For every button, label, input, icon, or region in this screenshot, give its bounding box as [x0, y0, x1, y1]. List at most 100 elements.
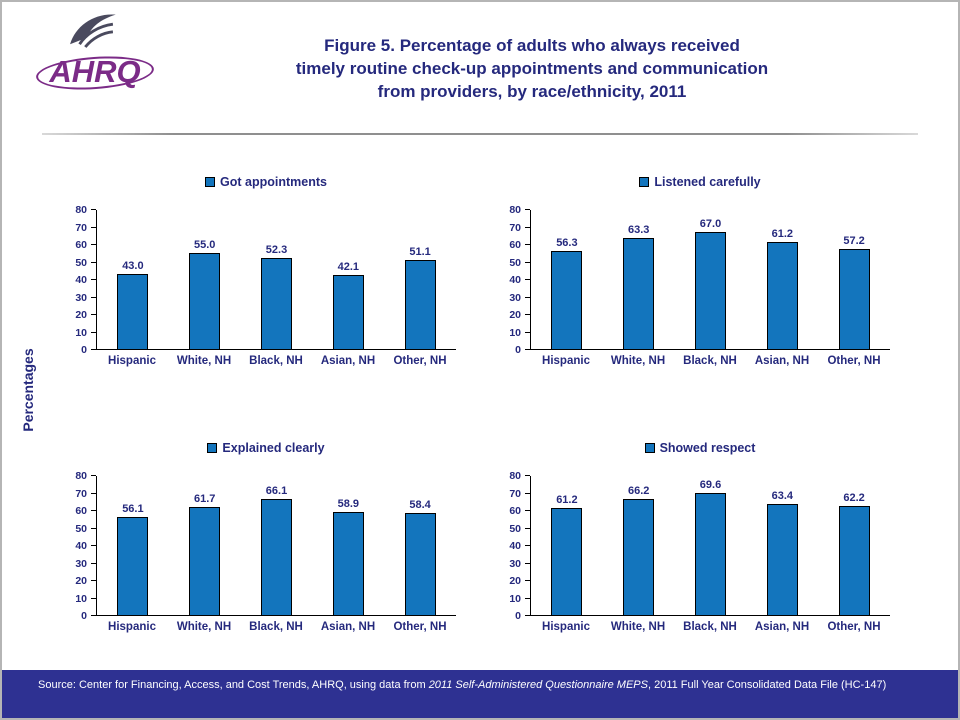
bar-slot: 63.4 [746, 476, 818, 615]
bar [623, 238, 655, 349]
page-title: Figure 5. Percentage of adults who alway… [162, 34, 902, 103]
bar [623, 499, 655, 615]
y-tick-mark [525, 615, 530, 616]
x-category-label: Asian, NH [754, 621, 810, 633]
y-tick-mark [91, 580, 96, 581]
y-tick-label: 20 [75, 309, 87, 321]
y-tick-label: 60 [509, 505, 521, 517]
bar [332, 275, 364, 349]
y-tick-label: 80 [509, 204, 521, 216]
y-tick-label: 10 [509, 326, 521, 339]
bar-slot: 56.1 [97, 476, 169, 615]
bar-value-label: 63.3 [627, 224, 650, 237]
y-tick-mark [525, 510, 530, 511]
y-tick-label: 10 [75, 592, 87, 605]
bar-slot: 52.3 [241, 210, 313, 349]
y-tick-mark [525, 279, 530, 280]
bar [260, 499, 292, 615]
chart-legend: Explained clearly [60, 440, 472, 456]
plot-area: 56.1 61.7 66.1 58.9 58.4 [96, 476, 456, 616]
bar [332, 511, 364, 615]
bar-value-label: 67.0 [699, 217, 722, 230]
bar-value-label: 62.2 [843, 492, 865, 505]
bar-slot: 69.6 [675, 476, 747, 615]
bar-value-label: 61.2 [556, 493, 578, 506]
y-tick-mark [525, 209, 530, 210]
plot-area: 61.2 66.2 69.6 63.4 62.2 [530, 476, 890, 616]
bar-value-label: 58.4 [409, 498, 431, 511]
bar [260, 257, 292, 349]
y-axis-ticks: 0 10 20 30 40 50 60 70 80 [60, 470, 96, 622]
y-tick-mark [525, 475, 530, 476]
y-tick-label: 50 [509, 522, 521, 535]
y-tick-label: 0 [81, 344, 87, 356]
y-tick-mark [525, 296, 530, 298]
x-category-label: Hispanic [108, 355, 156, 367]
bar [694, 231, 726, 349]
bar-slot: 51.1 [384, 210, 456, 349]
plot-row: 0 10 20 30 40 50 60 70 80 56.3 63.3 67.0 61.2 57.2 [494, 204, 906, 356]
y-axis-ticks: 0 10 20 30 40 50 60 70 80 [494, 470, 530, 622]
source-footer: Source: Center for Financing, Access, an… [2, 670, 958, 718]
x-category-label: White, NH [176, 355, 232, 367]
bar [404, 512, 436, 615]
x-category-label: Asian, NH [320, 355, 376, 367]
bar-slot: 61.2 [746, 210, 818, 349]
x-category-label: Black, NH [249, 621, 303, 633]
bar-value-label: 63.4 [771, 490, 793, 502]
bar [189, 507, 221, 615]
x-category-label: White, NH [610, 355, 666, 367]
bar [117, 516, 149, 615]
bar-value-label: 66.1 [265, 485, 288, 498]
y-tick-label: 70 [509, 221, 521, 234]
y-tick-mark [525, 349, 530, 350]
y-tick-label: 70 [509, 487, 521, 500]
y-tick-label: 40 [509, 540, 521, 552]
title-line-1: Figure 5. Percentage of adults who alway… [324, 36, 740, 55]
y-tick-mark [525, 331, 530, 333]
y-tick-mark [91, 261, 96, 263]
bar-value-label: 42.1 [337, 261, 359, 274]
plot-row: 0 10 20 30 40 50 60 70 80 61.2 66.2 69.6 63.4 62.2 [494, 470, 906, 622]
bar [189, 252, 221, 349]
bar-value-label: 56.3 [556, 236, 578, 249]
y-tick-label: 10 [75, 326, 87, 339]
x-category-label: Asian, NH [754, 355, 810, 367]
y-tick-label: 0 [515, 344, 521, 356]
bar-slot: 58.4 [384, 476, 456, 615]
y-tick-label: 40 [75, 540, 87, 552]
y-axis-ticks: 0 10 20 30 40 50 60 70 80 [60, 204, 96, 356]
bar-value-label: 61.7 [193, 493, 216, 505]
bar [117, 273, 149, 349]
bar-value-label: 55.0 [193, 238, 216, 251]
y-tick-label: 50 [75, 522, 87, 535]
legend-label: Got appointments [220, 175, 327, 189]
bar-slot: 57.2 [818, 210, 890, 349]
bar [838, 248, 870, 349]
legend-swatch-icon [207, 443, 218, 453]
bar-value-label: 61.2 [771, 227, 793, 240]
y-tick-label: 20 [509, 575, 521, 587]
bar [766, 241, 798, 349]
x-category-label: Hispanic [542, 355, 590, 367]
source-text-italic: 2011 Self-Administered Questionnaire MEP… [428, 679, 648, 691]
ahrq-logo: AHRQ [35, 8, 160, 116]
y-tick-label: 80 [509, 470, 521, 482]
legend-label: Listened carefully [654, 175, 761, 189]
y-tick-label: 60 [75, 239, 87, 251]
ahrq-wordmark: AHRQ [35, 50, 155, 96]
y-tick-label: 30 [75, 291, 87, 304]
ahrq-wordmark-text: AHRQ [49, 54, 141, 89]
plot-row: 0 10 20 30 40 50 60 70 80 56.1 61.7 66.1 58.9 58.4 [60, 470, 472, 622]
bar-value-label: 66.2 [627, 485, 650, 498]
chart-showed-respect: Showed respect 0 10 20 30 40 50 60 70 80 61.2 66.2 6… [494, 440, 906, 633]
x-category-label: Other, NH [827, 621, 881, 633]
bar [551, 250, 583, 349]
y-tick-label: 70 [75, 221, 87, 234]
bar [694, 493, 726, 615]
x-category-label: Other, NH [393, 621, 447, 633]
x-category-label: Other, NH [393, 355, 447, 367]
x-axis-labels: Hispanic White, NH Black, NH Asian, NH Other… [530, 621, 890, 633]
bar [838, 506, 870, 615]
